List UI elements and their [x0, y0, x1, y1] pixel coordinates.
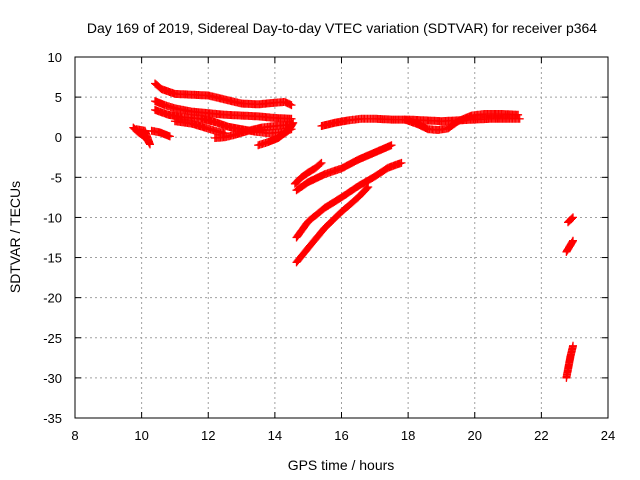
y-tick-label: -5 [50, 170, 62, 185]
y-tick-label: -25 [43, 331, 62, 346]
x-tick-label: 24 [601, 428, 615, 443]
data-markers [147, 126, 174, 141]
series-arc-1 [129, 123, 154, 149]
x-tick-label: 20 [468, 428, 482, 443]
data-markers [562, 236, 577, 256]
x-tick-label: 8 [71, 428, 78, 443]
x-tick-label: 18 [401, 428, 415, 443]
series-arc-3 [151, 79, 296, 110]
data-markers [292, 158, 406, 242]
series-arc-2 [147, 126, 174, 141]
series-arc-15 [564, 213, 577, 227]
data-markers [290, 158, 326, 188]
data-markers [564, 213, 577, 227]
data-markers [129, 123, 154, 149]
series-arc-14 [292, 183, 373, 267]
series-arc-17 [562, 341, 577, 382]
series-arc-12 [292, 141, 396, 195]
data-markers [292, 183, 373, 267]
y-tick-label: 10 [48, 50, 62, 65]
series-arc-16 [562, 236, 577, 256]
data-markers [562, 341, 577, 382]
chart-title: Day 169 of 2019, Sidereal Day-to-day VTE… [87, 20, 597, 36]
x-axis-label: GPS time / hours [288, 457, 395, 473]
series-arc-4 [151, 97, 296, 123]
x-tick-label: 14 [268, 428, 282, 443]
data-markers [151, 79, 296, 110]
series-arc-11 [290, 158, 326, 188]
x-tick-label: 10 [134, 428, 148, 443]
data-markers [400, 110, 523, 134]
y-tick-label: -20 [43, 291, 62, 306]
y-tick-label: 5 [55, 90, 62, 105]
y-tick-label: -30 [43, 371, 62, 386]
y-axis-label: SDTVAR / TECUs [7, 181, 23, 293]
series-arc-8 [254, 118, 298, 150]
y-tick-label: 0 [55, 130, 62, 145]
data-markers [210, 120, 296, 142]
data-markers [292, 141, 396, 195]
data-markers [254, 118, 298, 150]
x-tick-label: 12 [201, 428, 215, 443]
y-tick-label: -15 [43, 251, 62, 266]
series-arc-13 [292, 158, 406, 242]
x-tick-label: 22 [534, 428, 548, 443]
series-arc-6 [170, 117, 229, 138]
axis-layer: 8 10 12 14 16 18 20 22 24 10 5 0 -5 -10 -15 -20 -25 -30 -3… [43, 50, 615, 443]
data-layer [129, 79, 577, 382]
y-tick-label: -35 [43, 411, 62, 426]
x-tick-label: 16 [334, 428, 348, 443]
series-arc-10 [400, 110, 523, 134]
data-markers [151, 97, 296, 123]
y-tick-label: -10 [43, 210, 62, 225]
series-arc-7 [210, 120, 296, 142]
data-markers [170, 117, 229, 138]
